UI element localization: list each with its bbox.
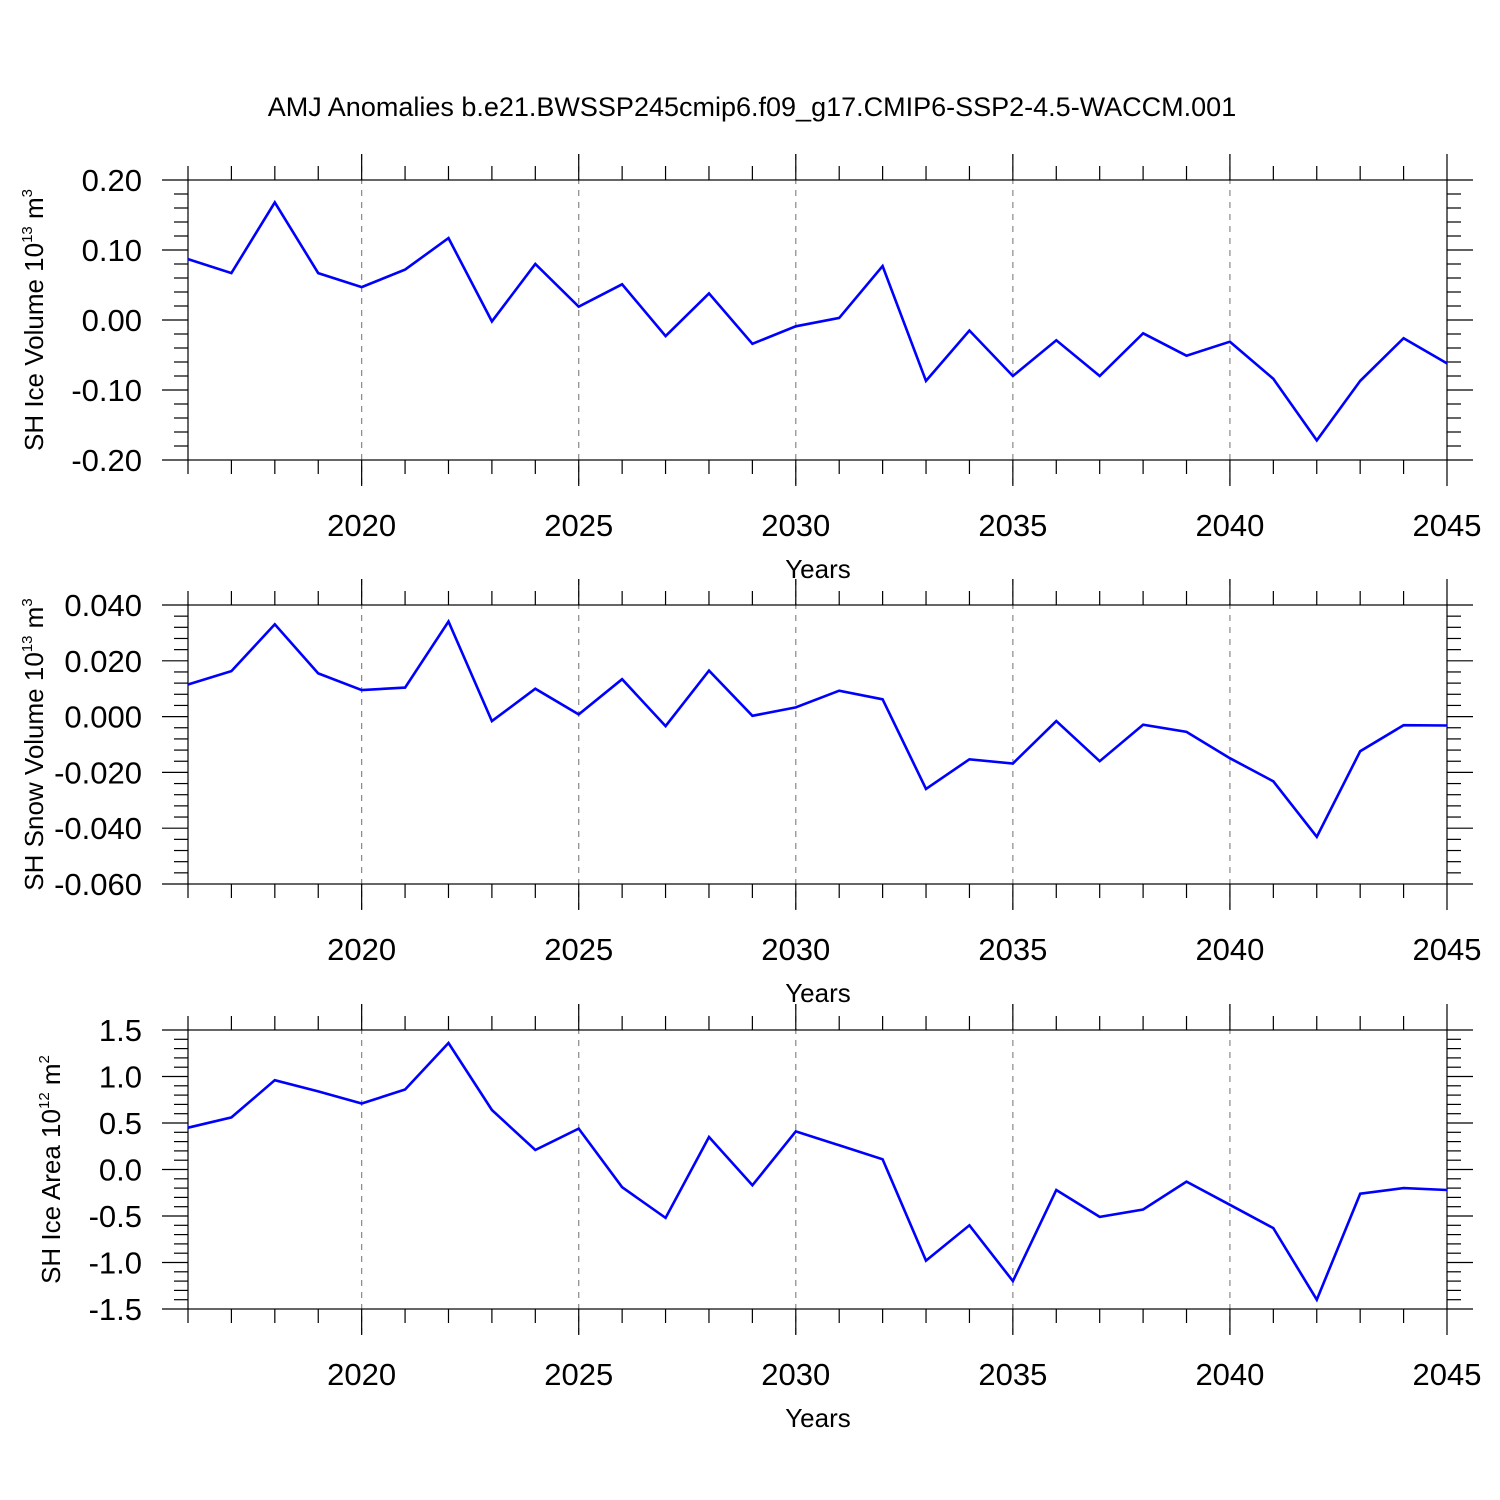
x-tick-label: 2025 [544, 932, 613, 967]
y-tick-label: 0.040 [64, 588, 142, 623]
series-line [187, 199, 1448, 443]
x-tick-label: 2045 [1413, 1357, 1482, 1392]
x-tick-label: 2020 [327, 932, 396, 967]
x-tick-label: 2045 [1413, 932, 1482, 967]
y-tick-label: 0.10 [82, 233, 142, 268]
y-tick-label: -1.5 [89, 1292, 142, 1327]
x-tick-label: 2040 [1195, 1357, 1264, 1392]
x-tick-label: 2035 [978, 508, 1047, 543]
figure-title: AMJ Anomalies b.e21.BWSSP245cmip6.f09_g1… [268, 92, 1236, 122]
y-tick-label: 0.020 [64, 644, 142, 679]
y-tick-label: 0.000 [64, 700, 142, 735]
y-axis-label-sup: 13 [19, 226, 36, 243]
x-axis-label: Years [785, 978, 851, 1008]
plot-frame [187, 179, 1448, 461]
x-tick-label: 2035 [978, 1357, 1047, 1392]
y-axis-label: SH Ice Area 1012 m2 [36, 1055, 66, 1284]
x-axis-label: Years [785, 554, 851, 584]
y-axis-label-unit: m [19, 607, 49, 636]
y-tick-label: 1.0 [99, 1060, 142, 1095]
x-tick-label: 2030 [761, 932, 830, 967]
y-axis-label-sup: 13 [19, 636, 36, 653]
y-tick-label: -0.040 [54, 811, 142, 846]
y-tick-label: -0.060 [54, 867, 142, 902]
panel-1: -0.20 -0.10 0.00 0.10 0.20 2020 2025 2030 2035 20… [19, 154, 1481, 584]
panel-2: -0.060 -0.040 -0.020 0.000 0.020 0.040 2020 202… [19, 579, 1481, 1008]
y-tick-label: 1.5 [99, 1013, 142, 1048]
x-tick-label: 2025 [544, 508, 613, 543]
x-tick-label: 2040 [1195, 932, 1264, 967]
y-tick-label: 0.20 [82, 163, 142, 198]
y-tick-label: 0.5 [99, 1106, 142, 1141]
y-axis-label-main: SH Ice Volume 10 [19, 243, 49, 451]
x-tick-label: 2020 [327, 508, 396, 543]
x-tick-label: 2030 [761, 1357, 830, 1392]
y-tick-label: -0.5 [89, 1199, 142, 1234]
y-axis-label-unit_sup: 3 [19, 189, 36, 197]
x-tick-label: 2035 [978, 932, 1047, 967]
y-axis-label-main: SH Snow Volume 10 [19, 652, 49, 890]
y-axis-label: SH Snow Volume 1013 m3 [19, 598, 49, 890]
series-line [187, 1040, 1448, 1303]
x-tick-label: 2040 [1195, 508, 1264, 543]
x-tick-label: 2025 [544, 1357, 613, 1392]
y-axis-label-unit: m [36, 1063, 66, 1092]
y-axis-label-unit_sup: 2 [36, 1055, 53, 1063]
y-tick-label: -0.10 [71, 373, 142, 408]
y-tick-label: 0.0 [99, 1153, 142, 1188]
x-tick-label: 2030 [761, 508, 830, 543]
y-axis-label-unit: m [19, 197, 49, 226]
plot-frame [187, 604, 1448, 885]
y-axis-label: SH Ice Volume 1013 m3 [19, 189, 49, 451]
plot-frame [187, 1029, 1448, 1310]
x-axis-label: Years [785, 1403, 851, 1433]
y-tick-label: 0.00 [82, 303, 142, 338]
y-tick-label: -0.20 [71, 443, 142, 478]
y-tick-label: -0.020 [54, 755, 142, 790]
y-axis-label-sup: 12 [36, 1092, 53, 1109]
x-tick-label: 2020 [327, 1357, 396, 1392]
y-axis-label-unit_sup: 3 [19, 598, 36, 606]
series-line [187, 618, 1448, 840]
panel-3: -1.5 -1.0 -0.5 0.0 0.5 1.0 1.5 2020 2025 2030 2035… [36, 1004, 1481, 1433]
y-tick-label: -1.0 [89, 1246, 142, 1281]
y-axis-label-main: SH Ice Area 10 [36, 1109, 66, 1284]
x-tick-label: 2045 [1413, 508, 1482, 543]
